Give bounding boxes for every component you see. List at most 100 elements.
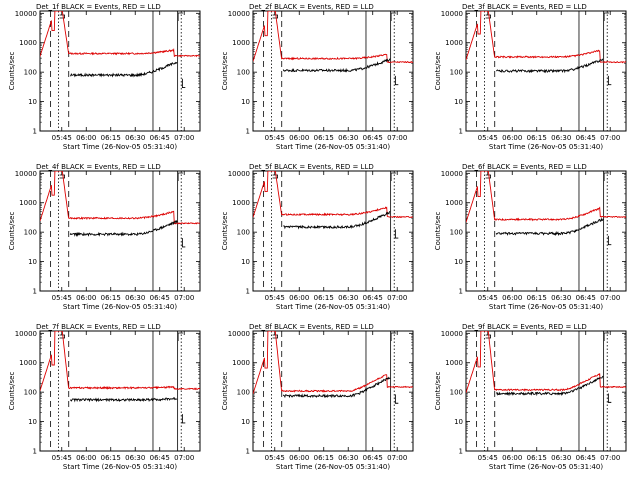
saa-bracket [59, 14, 65, 19]
x-tick-label: 07:00 [600, 454, 620, 462]
events-tail-segment [181, 414, 186, 424]
y-tick-label: 100 [24, 229, 37, 237]
y-tick-label: 1 [459, 288, 463, 296]
saa-bracket [485, 334, 491, 339]
panel-title: Det_7f BLACK = Events, RED = LLD [36, 323, 161, 331]
x-tick-label: 05:45 [52, 294, 72, 302]
panel-title: Det_4f BLACK = Events, RED = LLD [36, 163, 161, 171]
x-tick-label: 06:15 [527, 294, 547, 302]
plot-frame [465, 330, 627, 452]
y-tick-label: 100 [450, 389, 463, 397]
y-tick-label: 10000 [228, 170, 250, 178]
panel-det-1f: Det_1f BLACK = Events, RED = LLD 1 10 100 10… [8, 3, 201, 151]
x-tick-label: 06:00 [502, 454, 522, 462]
lld-series-line [253, 171, 413, 219]
x-tick-label: 05:45 [52, 134, 72, 142]
x-tick-label: 07:00 [174, 134, 194, 142]
panel-title: Det_3f BLACK = Events, RED = LLD [462, 3, 587, 11]
lld-series-line [253, 331, 413, 394]
plot-frame [252, 170, 414, 292]
y-tick-label: 1 [33, 448, 37, 456]
x-tick-label: 05:45 [478, 454, 498, 462]
y-tick-label: 10000 [15, 330, 37, 338]
y-tick-label: 10000 [441, 330, 463, 338]
interval-bracket [177, 332, 184, 341]
panel-det-4f: Det_4f BLACK = Events, RED = LLD 1 10 100 10… [8, 163, 201, 311]
panel-title: Det_5f BLACK = Events, RED = LLD [249, 163, 374, 171]
x-tick-label: 07:00 [600, 294, 620, 302]
interval-bracket [390, 332, 397, 341]
events-tail-segment [394, 75, 399, 86]
x-tick-label: 06:15 [314, 134, 334, 142]
lld-series-line [466, 171, 626, 223]
plot-frame [252, 10, 414, 132]
x-tick-label: 06:30 [551, 454, 571, 462]
x-tick-label: 05:45 [265, 454, 285, 462]
x-tick-label: 06:45 [363, 454, 383, 462]
lld-series-line [466, 11, 626, 64]
x-axis-label: Start Time (26-Nov-05 05:31:40) [276, 143, 390, 151]
events-series-line [282, 58, 391, 73]
x-tick-label: 06:15 [314, 294, 334, 302]
lld-series-line [253, 11, 413, 64]
y-tick-label: 10 [241, 418, 250, 426]
y-axis-label: Counts/sec [221, 52, 229, 91]
y-axis-label: Counts/sec [8, 212, 16, 251]
y-tick-label: 1000 [232, 39, 250, 47]
y-tick-label: 10 [454, 258, 463, 266]
y-tick-label: 100 [24, 69, 37, 77]
x-tick-label: 06:30 [125, 454, 145, 462]
x-axis-label: Start Time (26-Nov-05 05:31:40) [276, 303, 390, 311]
events-series-line [495, 217, 604, 237]
y-tick-label: 10 [28, 98, 37, 106]
events-tail-segment [181, 78, 186, 88]
panel-det-7f: Det_7f BLACK = Events, RED = LLD 1 10 100 10… [8, 323, 201, 471]
events-series-line [69, 397, 178, 403]
panel-det-9f: Det_9f BLACK = Events, RED = LLD 1 10 100 10… [434, 323, 627, 471]
x-tick-label: 06:45 [150, 134, 170, 142]
y-axis-label: Counts/sec [434, 52, 442, 91]
x-tick-label: 06:00 [502, 134, 522, 142]
y-tick-label: 1000 [19, 39, 37, 47]
y-tick-label: 1 [246, 128, 250, 136]
y-tick-label: 100 [237, 69, 250, 77]
y-tick-label: 10000 [441, 170, 463, 178]
x-axis-label: Start Time (26-Nov-05 05:31:40) [63, 143, 177, 151]
plot-frame [252, 330, 414, 452]
saa-bracket [59, 174, 65, 179]
saa-bracket [272, 334, 278, 339]
x-tick-label: 06:30 [338, 294, 358, 302]
panel-title: Det_2f BLACK = Events, RED = LLD [249, 3, 374, 11]
x-tick-label: 06:30 [338, 134, 358, 142]
y-tick-label: 1000 [19, 199, 37, 207]
y-tick-label: 10000 [228, 330, 250, 338]
saa-bracket [485, 174, 491, 179]
x-tick-label: 05:45 [265, 294, 285, 302]
x-tick-label: 06:45 [150, 454, 170, 462]
y-tick-label: 1 [459, 448, 463, 456]
x-tick-label: 06:45 [576, 454, 596, 462]
x-tick-label: 06:00 [76, 294, 96, 302]
y-axis-label: Counts/sec [221, 372, 229, 411]
y-tick-label: 1000 [19, 359, 37, 367]
y-tick-label: 1000 [232, 199, 250, 207]
x-tick-label: 06:30 [125, 294, 145, 302]
x-tick-label: 06:00 [502, 294, 522, 302]
x-tick-label: 05:45 [265, 134, 285, 142]
y-axis-label: Counts/sec [8, 52, 16, 91]
x-tick-label: 06:45 [576, 134, 596, 142]
panel-title: Det_1f BLACK = Events, RED = LLD [36, 3, 161, 11]
x-tick-label: 06:45 [363, 134, 383, 142]
saa-bracket [59, 334, 65, 339]
x-tick-label: 06:00 [289, 454, 309, 462]
y-tick-label: 1 [459, 128, 463, 136]
interval-bracket [177, 12, 184, 21]
saa-bracket [272, 14, 278, 19]
y-tick-label: 1000 [445, 359, 463, 367]
x-tick-label: 07:00 [387, 134, 407, 142]
x-axis-label: Start Time (26-Nov-05 05:31:40) [63, 303, 177, 311]
x-tick-label: 06:15 [527, 454, 547, 462]
y-tick-label: 1000 [445, 199, 463, 207]
plot-frame [465, 10, 627, 132]
